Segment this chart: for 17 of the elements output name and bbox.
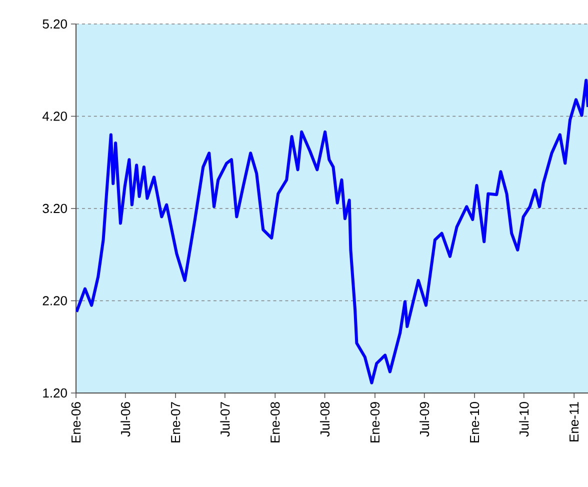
x-tick-label: Ene-09 (370, 402, 380, 442)
x-tick-label: Jul-07 (220, 402, 230, 437)
x-tick-label: Jul-09 (420, 402, 430, 437)
line-series (76, 78, 588, 384)
y-tick-label: 3.20 (42, 204, 67, 214)
x-tick-label: Ene-11 (570, 402, 579, 442)
x-tick-label: Jul-10 (519, 402, 529, 437)
x-tick-label: Jul-06 (120, 402, 130, 437)
y-tick-label: 2.20 (42, 296, 67, 306)
x-tick-label: Ene-10 (470, 402, 480, 442)
y-tick-label: 5.20 (42, 19, 67, 29)
y-tick-label: 4.20 (42, 112, 67, 121)
y-tick-label: 1.20 (43, 388, 67, 398)
x-tick-label: Jul-08 (320, 402, 330, 437)
x-tick-label: Ene-06 (71, 402, 81, 442)
x-tick-label: Ene-07 (170, 402, 180, 442)
x-tick-label: Ene-08 (270, 402, 280, 442)
